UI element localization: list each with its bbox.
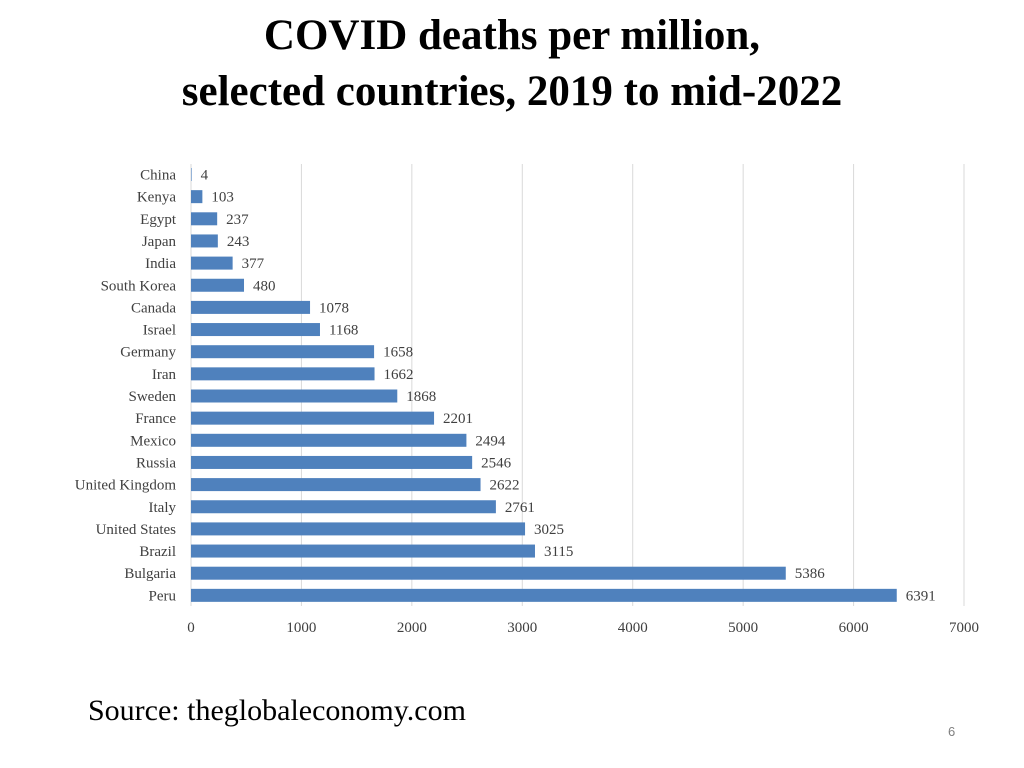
data-label: 1868 [406, 389, 436, 405]
x-tick-label: 1000 [286, 620, 316, 636]
x-tick-label: 2000 [397, 620, 427, 636]
data-label: 103 [211, 190, 234, 206]
category-label: Mexico [130, 433, 176, 449]
bar [191, 345, 375, 359]
category-label: Israel [143, 323, 176, 339]
category-label: Canada [131, 300, 176, 316]
category-label: Peru [149, 588, 177, 604]
category-label: Sweden [129, 389, 177, 405]
data-label: 2761 [505, 500, 535, 516]
category-label: Brazil [139, 544, 176, 560]
title-line-2: selected countries, 2019 to mid-2022 [181, 68, 843, 115]
category-label: Italy [149, 500, 177, 516]
data-label: 377 [242, 256, 265, 272]
bar [191, 588, 897, 602]
bar [191, 478, 481, 492]
category-label: India [145, 256, 176, 272]
title-line-1: COVID deaths per million, [263, 12, 761, 59]
bar [191, 168, 192, 181]
data-label: 1658 [383, 345, 413, 361]
x-tick-label: 7000 [949, 620, 979, 636]
bar [191, 566, 786, 580]
page-number: 6 [948, 724, 956, 739]
data-label: 3115 [544, 544, 573, 560]
data-label: 2546 [481, 455, 512, 471]
bar [191, 300, 311, 314]
bar [191, 256, 233, 270]
bar [191, 190, 203, 204]
category-label: United Kingdom [75, 478, 177, 494]
bar [191, 323, 320, 337]
category-label: South Korea [101, 278, 177, 294]
data-label: 237 [226, 212, 249, 228]
category-label: Iran [152, 367, 177, 383]
bar [191, 234, 218, 248]
bar [191, 522, 526, 536]
bar [191, 500, 496, 514]
category-label: Russia [136, 455, 176, 471]
bar [191, 455, 473, 469]
data-label: 480 [253, 278, 276, 294]
data-label: 243 [227, 234, 250, 250]
data-label: 2494 [475, 433, 506, 449]
gridlines [190, 164, 965, 606]
bar [191, 433, 467, 447]
category-label: Kenya [137, 190, 176, 206]
bars [191, 168, 897, 602]
bar [191, 411, 435, 425]
x-tick-label: 5000 [728, 620, 758, 636]
category-label: Bulgaria [124, 566, 176, 582]
data-label: 6391 [906, 588, 936, 604]
data-label: 1662 [384, 367, 414, 383]
x-tick-label: 4000 [618, 620, 648, 636]
category-label: Japan [142, 234, 177, 250]
slide-title: COVID deaths per million, selected count… [0, 8, 1024, 120]
data-label: 2622 [490, 478, 520, 494]
bar [191, 212, 218, 226]
x-tick-labels: 0 1000 2000 3000 4000 5000 6000 7000 [187, 620, 979, 636]
bar [191, 278, 245, 292]
bar [191, 367, 375, 381]
data-label: 2201 [443, 411, 473, 427]
x-tick-label: 3000 [507, 620, 537, 636]
bar [191, 389, 398, 403]
bar [191, 544, 535, 558]
category-label: Egypt [140, 212, 177, 228]
category-label: China [140, 168, 176, 184]
category-label: United States [96, 522, 177, 538]
x-tick-label: 6000 [839, 620, 869, 636]
category-label: France [135, 411, 176, 427]
data-label: 4 [201, 168, 209, 184]
data-label: 1168 [329, 323, 358, 339]
source-note: Source: theglobaleconomy.com [88, 694, 466, 727]
x-tick-label: 0 [187, 620, 195, 636]
category-label: Germany [120, 345, 176, 361]
data-label: 3025 [534, 522, 564, 538]
data-label: 5386 [795, 566, 826, 582]
category-labels: China Kenya Egypt Japan India South Korea Cana… [75, 168, 177, 605]
data-label: 1078 [319, 300, 349, 316]
